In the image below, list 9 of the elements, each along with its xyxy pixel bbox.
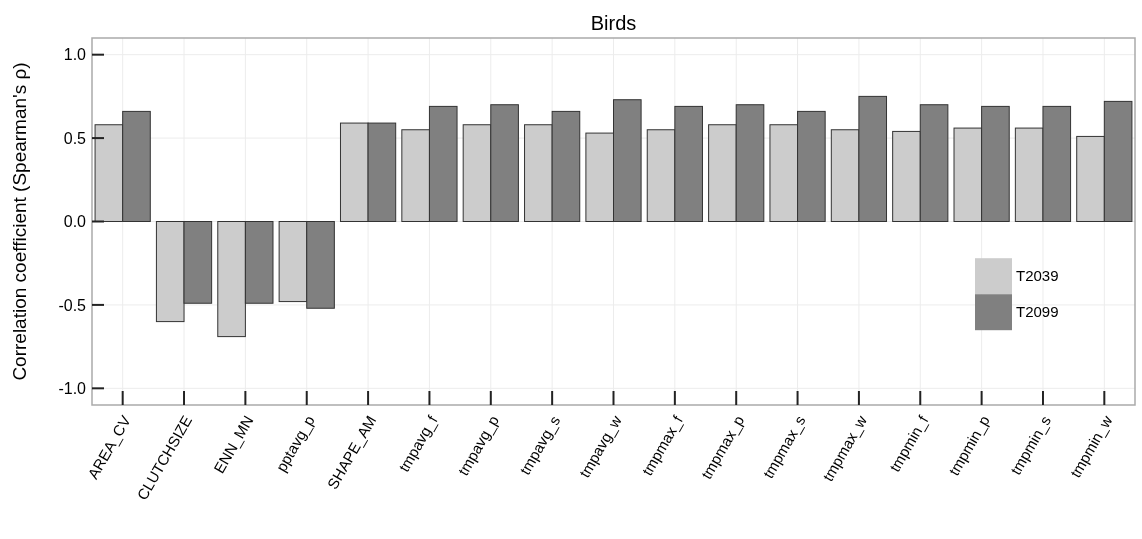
y-tick-label: 0.0 bbox=[63, 213, 87, 231]
chart-title: Birds bbox=[590, 12, 637, 34]
y-axis-title: Correlation coefficient (Spearman's ρ) bbox=[9, 62, 30, 381]
y-tick-label: 1.0 bbox=[63, 46, 87, 64]
y-tick-label: 0.5 bbox=[63, 129, 87, 147]
legend-label: T2099 bbox=[1016, 303, 1059, 321]
y-tick-label: -0.5 bbox=[58, 296, 87, 314]
legend-label: T2039 bbox=[1016, 267, 1059, 285]
y-tick-label: -1.0 bbox=[58, 379, 87, 397]
